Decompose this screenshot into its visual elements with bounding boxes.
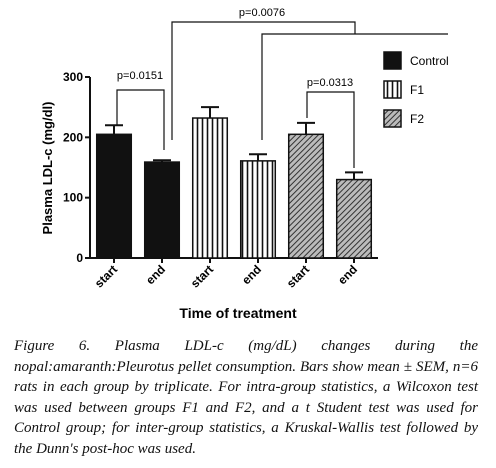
- y-axis-label: Plasma LDL-c (mg/dl): [40, 102, 55, 235]
- x-tick-label: start: [188, 262, 216, 290]
- legend-label: F1: [410, 83, 424, 97]
- significance-brackets: [116, 21, 448, 168]
- y-tick-label: 200: [63, 130, 83, 144]
- legend-label: F2: [410, 112, 424, 126]
- bar: [95, 133, 133, 259]
- bar: [335, 178, 373, 259]
- figure-caption: Figure 6. Plasma LDL-c (mg/dL) changes d…: [14, 338, 478, 457]
- p-value: p=0.0076: [239, 7, 285, 19]
- x-tick-label: end: [143, 262, 168, 287]
- bar: [191, 117, 229, 259]
- legend-label: Control: [410, 54, 449, 68]
- x-axis-label: Time of treatment: [179, 305, 297, 321]
- legend-swatch: [383, 80, 402, 99]
- bar: [143, 161, 181, 259]
- legend-swatch: [383, 109, 402, 128]
- y-tick-label: 0: [76, 251, 83, 265]
- x-tick-label: start: [284, 262, 312, 290]
- y-tick-label: 100: [63, 191, 83, 205]
- p-value: p=0.0313: [307, 77, 353, 89]
- x-tick-label: end: [335, 262, 360, 287]
- y-tick-label: 300: [63, 70, 83, 84]
- p-value: p=0.0151: [117, 70, 163, 82]
- legend-swatch: [383, 51, 402, 70]
- bar: [239, 160, 277, 259]
- x-tick-label: end: [239, 262, 264, 287]
- chart: Plasma LDL-c (mg/dl) Time of treatment p…: [40, 7, 449, 321]
- bar: [287, 133, 325, 259]
- x-tick-label: start: [92, 262, 120, 290]
